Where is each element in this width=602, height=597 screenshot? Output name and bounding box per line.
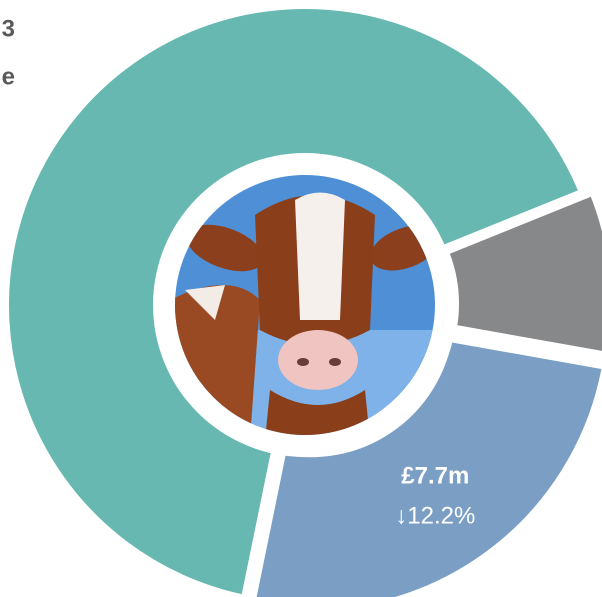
cow-picture bbox=[175, 175, 435, 435]
change-label: ↓12.2% bbox=[395, 502, 475, 529]
value-label: £7.7m bbox=[401, 462, 469, 489]
annotation: 3 bbox=[2, 15, 15, 42]
annotation: e bbox=[2, 63, 15, 90]
center-picture bbox=[153, 153, 457, 457]
